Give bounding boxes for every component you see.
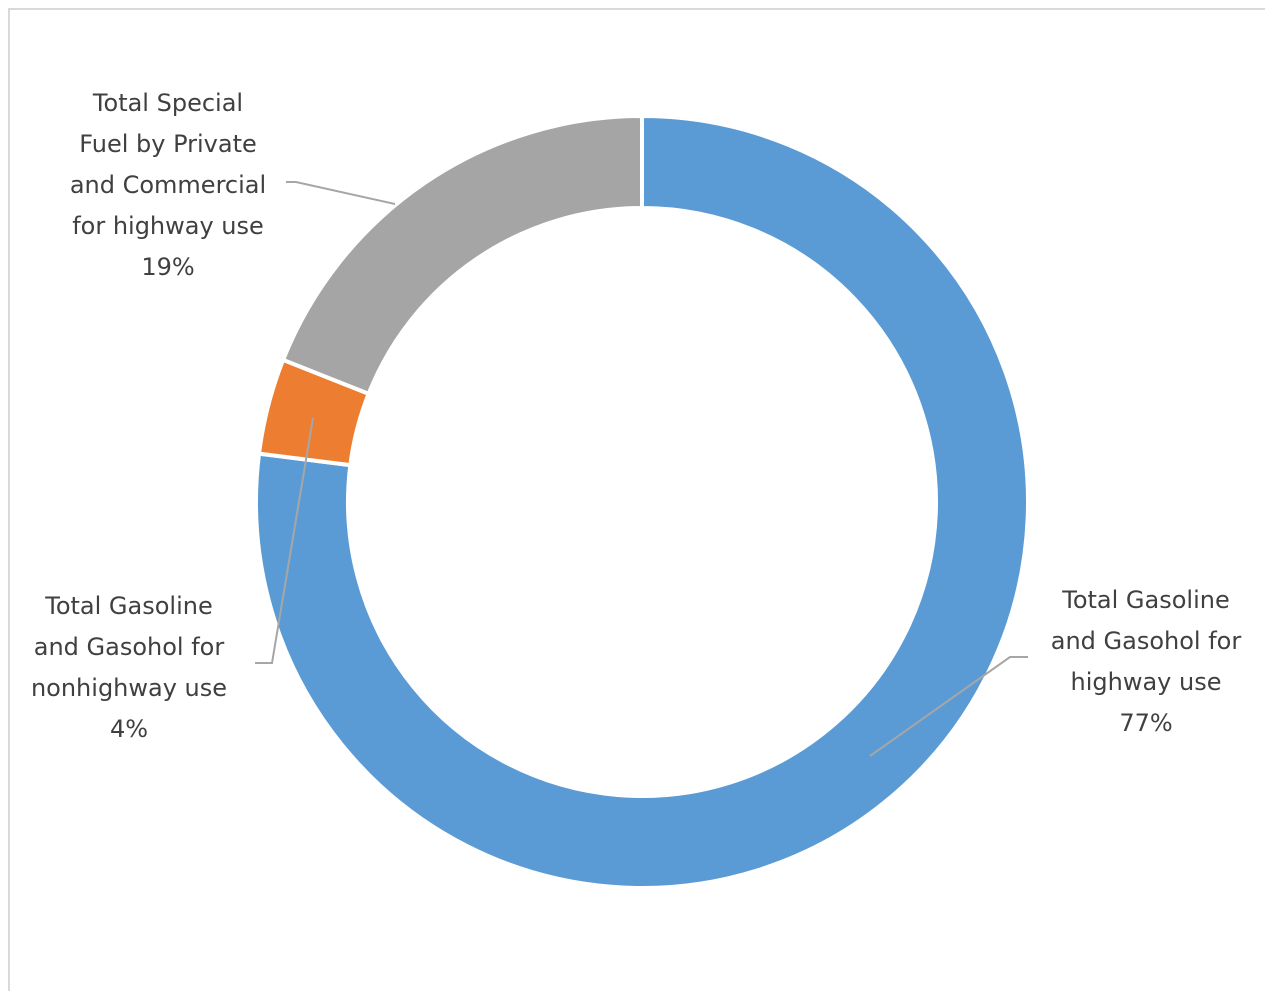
data-label-line: and Commercial xyxy=(70,171,266,199)
data-label-percent: 4% xyxy=(110,715,148,743)
data-label-line: for highway use xyxy=(72,212,264,240)
data-label-line: and Gasohol for xyxy=(34,633,225,661)
leader-line-2 xyxy=(255,417,314,664)
donut-slice-1 xyxy=(254,113,1030,890)
data-label-line: and Gasohol for xyxy=(1051,627,1242,655)
data-label-line: Fuel by Private xyxy=(79,130,257,158)
data-label-2: Total Gasoline and Gasohol for nonhighway … xyxy=(31,592,227,743)
leader-line-3 xyxy=(286,181,396,205)
data-label-line: nonhighway use xyxy=(31,674,227,702)
donut-slice-3 xyxy=(280,113,644,397)
data-label-line: Total Special xyxy=(92,89,243,117)
data-label-1: Total Gasoline and Gasohol for highway use… xyxy=(1051,586,1242,737)
data-label-3: Total Special Fuel by Private and Commerci… xyxy=(70,89,266,281)
data-label-percent: 77% xyxy=(1119,709,1172,737)
data-label-percent: 19% xyxy=(141,253,194,281)
data-label-line: Total Gasoline xyxy=(1061,586,1229,614)
leader-line-1 xyxy=(869,656,1028,757)
data-label-line: highway use xyxy=(1071,668,1222,696)
data-label-line: Total Gasoline xyxy=(44,592,212,620)
